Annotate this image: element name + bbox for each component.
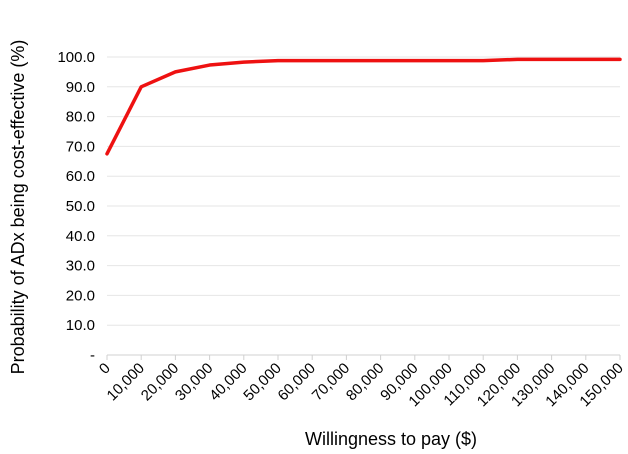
x-tick-labels: 010,00020,00030,00040,00050,00060,00070,… bbox=[96, 360, 627, 410]
x-tick-label: 60,000 bbox=[275, 360, 319, 404]
x-tick-label: 0 bbox=[96, 360, 114, 378]
y-tick-label: 20.0 bbox=[66, 287, 95, 304]
y-tick-label: - bbox=[90, 347, 95, 364]
y-axis-title: Probability of ADx being cost-effective … bbox=[8, 40, 28, 375]
y-tick-label: 30.0 bbox=[66, 258, 95, 275]
y-tick-label: 50.0 bbox=[66, 198, 95, 215]
y-tick-label: 70.0 bbox=[66, 138, 95, 155]
y-tick-label: 80.0 bbox=[66, 109, 95, 126]
y-tick-label: 10.0 bbox=[66, 317, 95, 334]
x-tick-label: 50,000 bbox=[240, 360, 284, 404]
y-tick-label: 100.0 bbox=[57, 49, 95, 66]
x-tick-label: 10,000 bbox=[104, 360, 148, 404]
series-group bbox=[105, 57, 622, 156]
y-tick-label: 90.0 bbox=[66, 79, 95, 96]
x-axis-title: Willingness to pay ($) bbox=[305, 429, 477, 449]
axes bbox=[106, 354, 621, 360]
y-tick-labels: - 10.0 20.0 30.0 40.0 50.0 60.0 70.0 80.0 90.0 100… bbox=[57, 49, 95, 364]
x-tick-label: 40,000 bbox=[206, 360, 250, 404]
y-tick-label: 40.0 bbox=[66, 228, 95, 245]
x-tick-label: 30,000 bbox=[172, 360, 216, 404]
x-tick-label: 80,000 bbox=[343, 360, 387, 404]
y-tick-label: 60.0 bbox=[66, 168, 95, 185]
series-line bbox=[105, 57, 622, 156]
x-tick-label: 20,000 bbox=[138, 360, 182, 404]
x-tick-label: 70,000 bbox=[309, 360, 353, 404]
grid-lines bbox=[107, 56, 620, 326]
